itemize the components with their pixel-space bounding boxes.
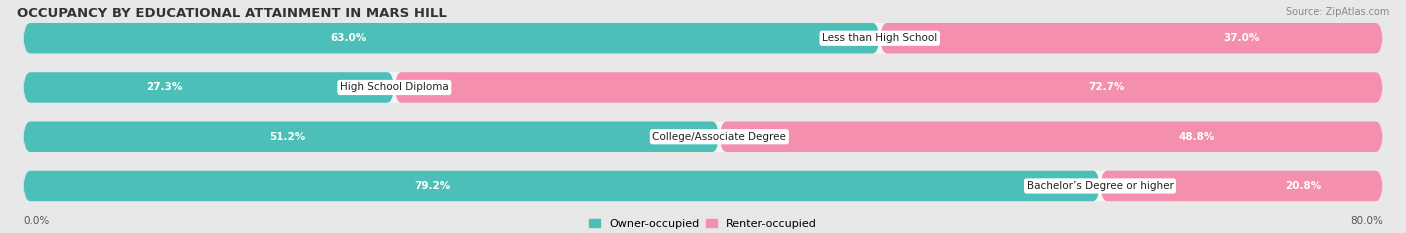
Text: 79.2%: 79.2% xyxy=(415,181,450,191)
FancyBboxPatch shape xyxy=(880,23,1384,54)
FancyBboxPatch shape xyxy=(720,121,1384,152)
Text: Source: ZipAtlas.com: Source: ZipAtlas.com xyxy=(1285,7,1389,17)
Text: Bachelor’s Degree or higher: Bachelor’s Degree or higher xyxy=(1026,181,1174,191)
Text: 48.8%: 48.8% xyxy=(1178,132,1215,142)
FancyBboxPatch shape xyxy=(22,121,720,152)
Text: 72.7%: 72.7% xyxy=(1088,82,1125,93)
FancyBboxPatch shape xyxy=(22,72,1384,103)
FancyBboxPatch shape xyxy=(22,72,394,103)
FancyBboxPatch shape xyxy=(394,72,1384,103)
FancyBboxPatch shape xyxy=(1099,171,1384,201)
Text: Less than High School: Less than High School xyxy=(823,33,938,43)
FancyBboxPatch shape xyxy=(22,171,1099,201)
FancyBboxPatch shape xyxy=(22,171,1384,201)
Text: 80.0%: 80.0% xyxy=(1350,216,1384,226)
FancyBboxPatch shape xyxy=(22,23,880,54)
Text: 20.8%: 20.8% xyxy=(1285,181,1322,191)
Text: High School Diploma: High School Diploma xyxy=(340,82,449,93)
Text: 63.0%: 63.0% xyxy=(330,33,367,43)
Text: 37.0%: 37.0% xyxy=(1223,33,1260,43)
Text: 0.0%: 0.0% xyxy=(22,216,49,226)
Text: College/Associate Degree: College/Associate Degree xyxy=(652,132,786,142)
Text: OCCUPANCY BY EDUCATIONAL ATTAINMENT IN MARS HILL: OCCUPANCY BY EDUCATIONAL ATTAINMENT IN M… xyxy=(17,7,447,20)
FancyBboxPatch shape xyxy=(22,23,1384,54)
Text: 51.2%: 51.2% xyxy=(270,132,307,142)
Legend: Owner-occupied, Renter-occupied: Owner-occupied, Renter-occupied xyxy=(585,214,821,233)
FancyBboxPatch shape xyxy=(22,121,1384,152)
Text: 27.3%: 27.3% xyxy=(146,82,183,93)
